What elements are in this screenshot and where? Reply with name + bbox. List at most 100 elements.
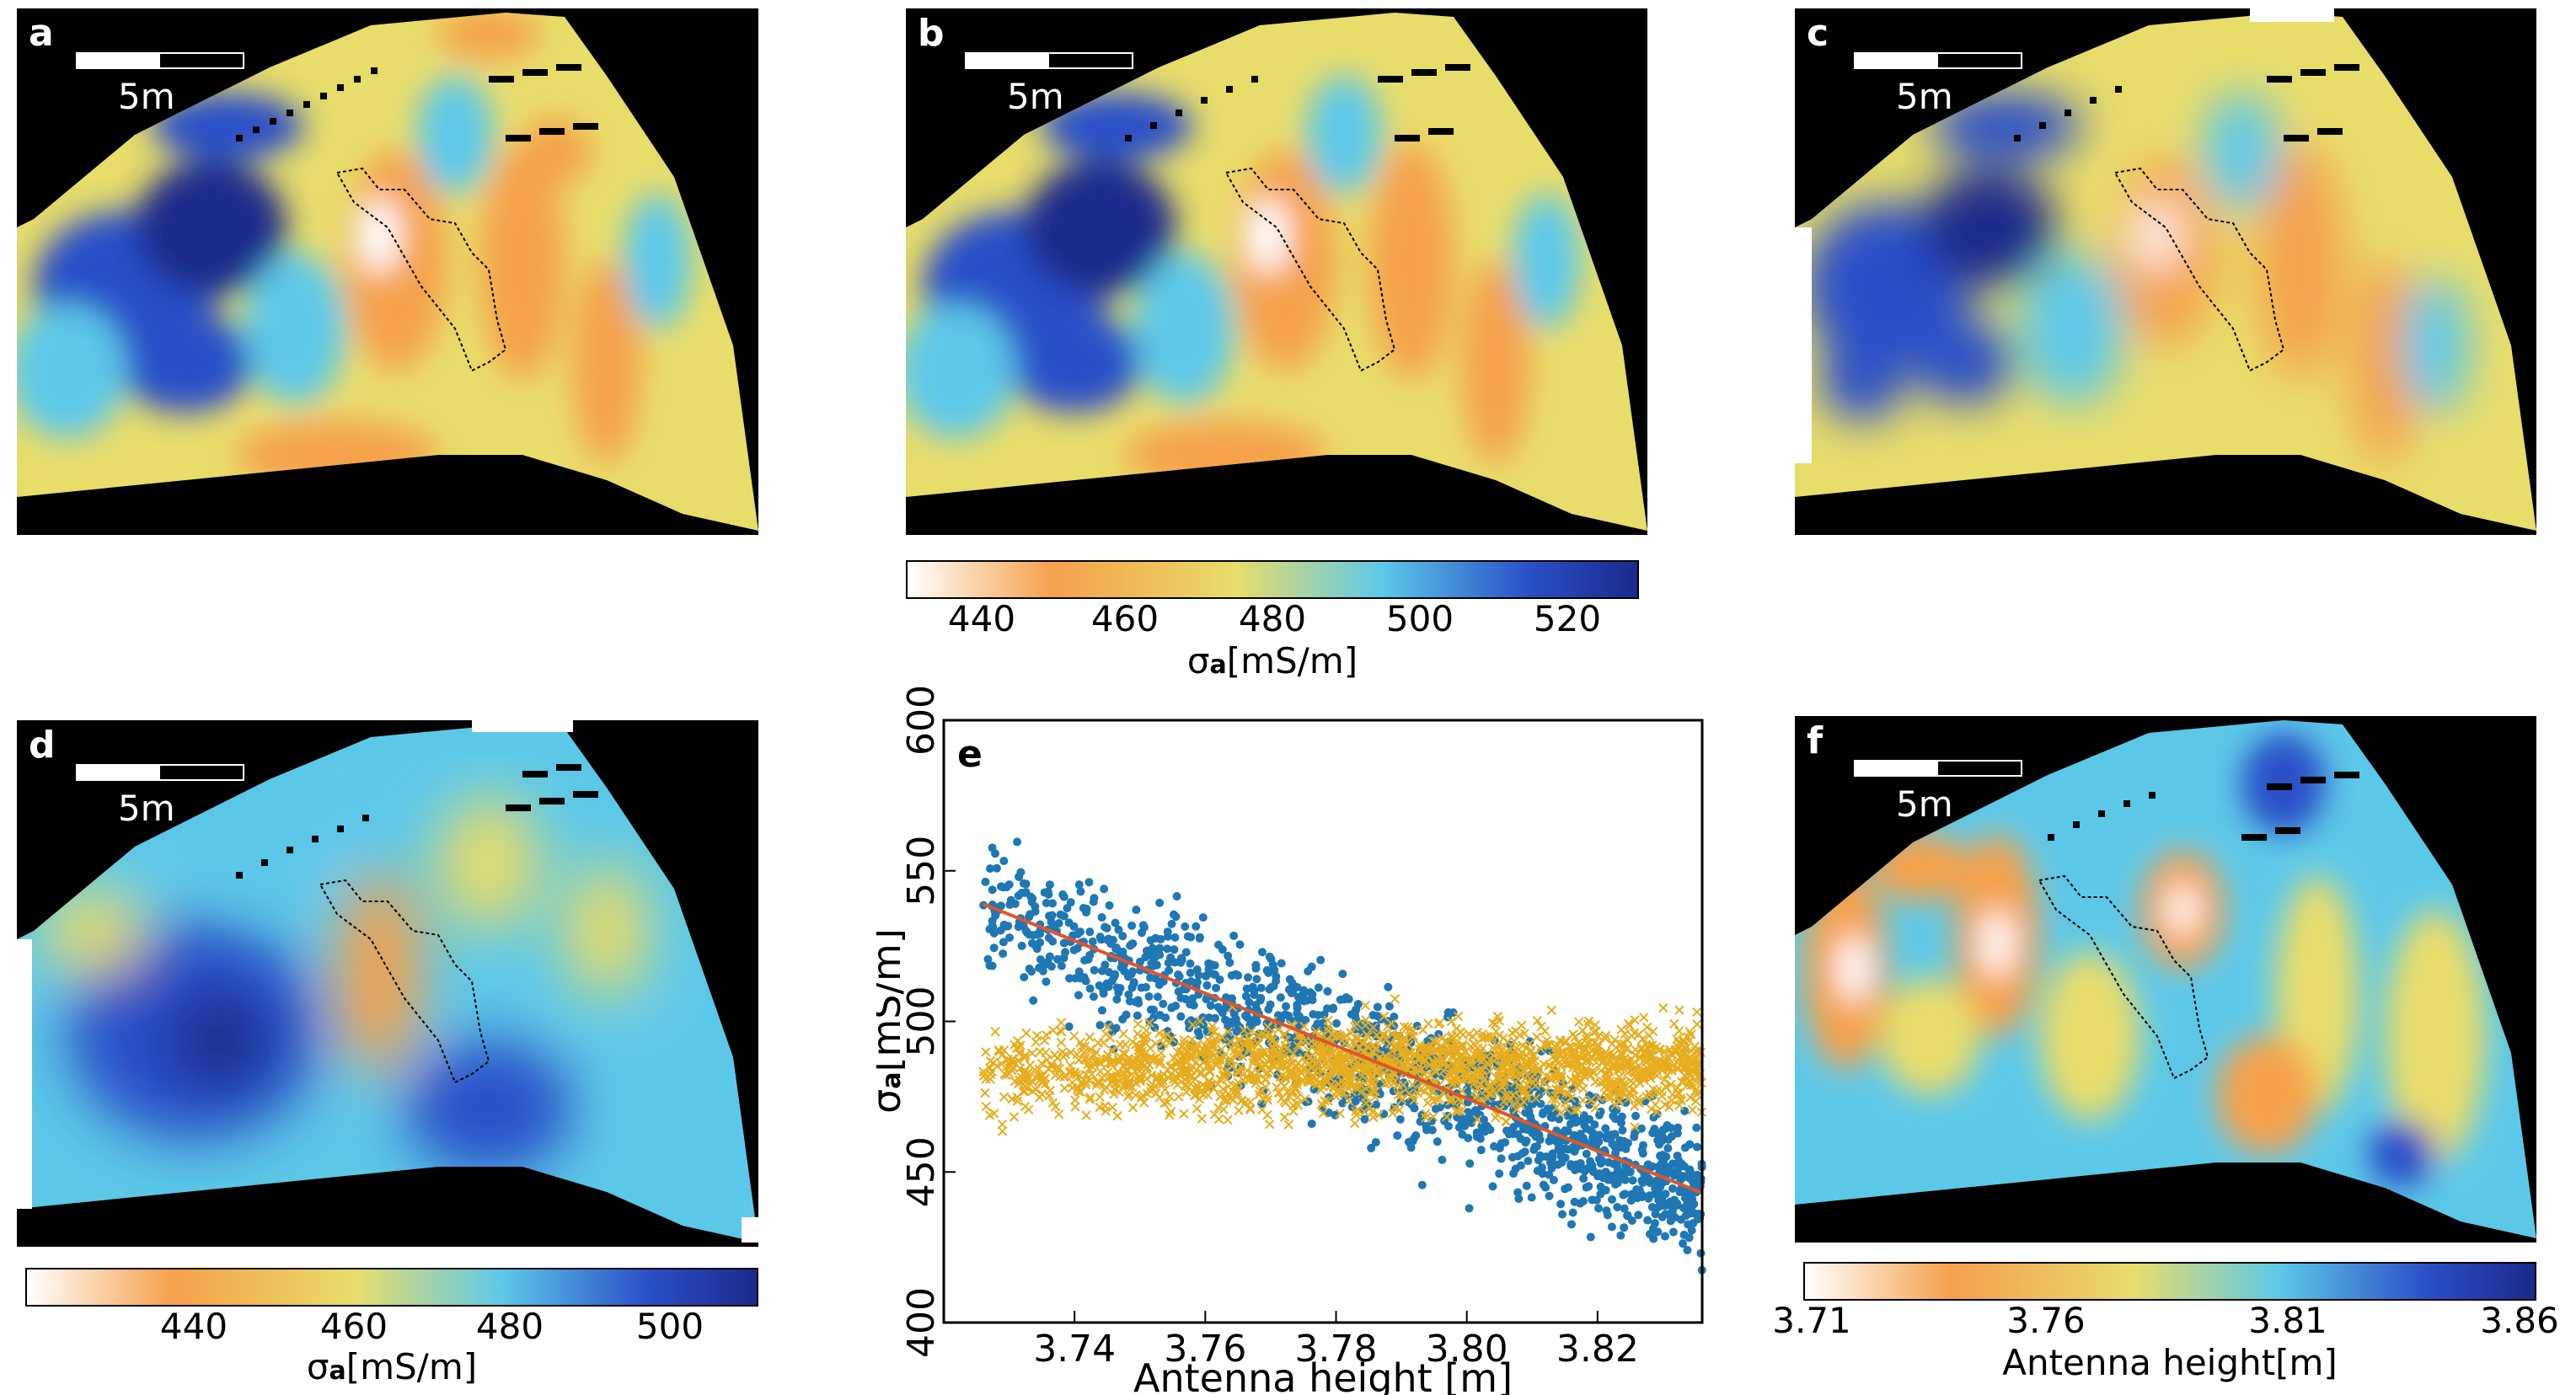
scatter-point-corrected: [1021, 1028, 1031, 1039]
scatter-point-corrected: [1404, 1088, 1414, 1098]
scatter-point-corrected: [1573, 1017, 1584, 1027]
scatter-point-original: [1412, 1021, 1422, 1030]
scatter-point-original: [1323, 986, 1332, 996]
scatter-point-corrected: [1059, 1083, 1070, 1093]
scatter-point-original: [1566, 1160, 1576, 1169]
scatter-point-original: [1059, 938, 1068, 948]
scatter-point-corrected: [1349, 1021, 1360, 1031]
scatter-point-corrected: [1550, 1094, 1561, 1105]
scatter-point-corrected: [1538, 1077, 1549, 1088]
scatter-point-corrected: [1660, 1056, 1671, 1067]
scatter-point-original: [1673, 1199, 1682, 1208]
scatter-point-original: [1144, 991, 1154, 1001]
scatter-point-corrected: [1517, 1047, 1528, 1058]
scatter-point-original: [1042, 898, 1051, 907]
scatter-point-original: [1309, 1009, 1318, 1018]
scatter-point-original: [1384, 982, 1393, 991]
scatter-point-corrected: [1685, 1093, 1695, 1103]
scatter-point-original: [1288, 988, 1298, 997]
scatter-point-corrected: [1095, 1092, 1105, 1102]
scatter-point-original: [1309, 1085, 1319, 1094]
scatter-point-corrected: [1622, 1059, 1632, 1070]
scatter-point-corrected: [1246, 1026, 1256, 1037]
scatter-point-corrected: [1001, 1070, 1011, 1081]
scatter-point-original: [1256, 983, 1266, 992]
scatter-point-original: [1066, 898, 1075, 907]
scatter-point-original: [1481, 1127, 1490, 1136]
scatter-point-corrected: [1615, 1062, 1625, 1073]
scatter-point-corrected: [1279, 1112, 1290, 1122]
scatter-point-corrected: [1609, 1050, 1619, 1060]
scatter-point-corrected: [1547, 1094, 1557, 1104]
fit-line: [982, 902, 1703, 1195]
scatter-point-original: [1580, 1164, 1589, 1173]
scatter-point-original: [1186, 959, 1195, 968]
scatter-point-original: [1194, 970, 1203, 980]
scatter-point-corrected: [1261, 1048, 1272, 1058]
scatter-point-corrected: [1054, 1063, 1065, 1074]
scatter-point-corrected: [1589, 1038, 1600, 1048]
scatter-point-corrected: [1053, 1109, 1064, 1120]
scatter-point-corrected: [1666, 1079, 1676, 1090]
scatter-point-corrected: [1185, 1072, 1195, 1082]
scatter-point-original: [1588, 1129, 1598, 1138]
scatter-point-corrected: [1582, 1031, 1592, 1041]
scatter-point-corrected: [1056, 1018, 1067, 1028]
scatter-point-original: [1508, 1122, 1518, 1131]
map-f: [1795, 720, 2536, 1238]
scatter-point-original: [1099, 989, 1108, 998]
scatter-point-original: [1637, 1145, 1647, 1154]
scatter-point-corrected: [1382, 1021, 1393, 1032]
scatter-point-original: [1065, 974, 1074, 983]
scatter-point-original: [1661, 1232, 1670, 1241]
scatter-point-original: [1558, 1210, 1567, 1219]
scatter-point-original: [1250, 991, 1259, 1000]
scatter-point-corrected: [1487, 1043, 1498, 1053]
scatter-point-corrected: [1558, 1046, 1568, 1057]
scatter-point-original: [1074, 967, 1084, 976]
scatter-point-corrected: [1503, 1090, 1513, 1100]
scatter-point-corrected: [1027, 1048, 1037, 1059]
scatter-point-original: [1169, 910, 1178, 919]
scatter-point-original: [1679, 1239, 1688, 1248]
scatter-point-original: [1649, 1113, 1658, 1122]
scatter-point-corrected: [1391, 1041, 1401, 1051]
scatter-point-corrected: [1165, 1106, 1176, 1117]
scatter-point-original: [1593, 1204, 1603, 1213]
scatter-point-corrected: [1502, 1046, 1512, 1056]
scatter-point-original: [1117, 961, 1127, 970]
scatter-point-original: [1074, 880, 1084, 890]
scatter-point-corrected: [1488, 1050, 1498, 1061]
scatter-point-corrected: [981, 1047, 991, 1057]
scatter-point-original: [1204, 965, 1213, 974]
scatter-point-corrected: [1127, 1060, 1138, 1071]
scatter-point-corrected: [1343, 1058, 1353, 1068]
scatter-point-original: [1134, 998, 1143, 1008]
scatter-point-original: [1204, 1013, 1213, 1023]
scatter-point-original: [1163, 927, 1172, 937]
scatter-point-original: [1020, 973, 1029, 982]
map-panel-c: c 5m: [1795, 8, 2536, 535]
colorbar-tick: 480: [1238, 598, 1307, 639]
scatter-point-corrected: [1600, 1030, 1611, 1041]
scatter-point-original: [1124, 990, 1133, 999]
scatter-point-corrected: [1526, 1056, 1537, 1066]
scatter-point-original: [1556, 1200, 1566, 1209]
scatter-point-corrected: [1674, 1037, 1684, 1048]
scatter-point-corrected: [1032, 1030, 1042, 1041]
scatter-point-original: [1338, 970, 1347, 979]
scatter-point-original: [1556, 1152, 1566, 1161]
panel-label: d: [29, 724, 56, 767]
colorbar-tick: 500: [635, 1306, 704, 1347]
scatter-point-corrected: [1550, 1042, 1561, 1052]
scatter-point-original: [1613, 1202, 1622, 1211]
scatter-point-corrected: [1509, 1062, 1519, 1073]
scatter-point-corrected: [1133, 1041, 1144, 1052]
scatter-point-corrected: [1633, 1029, 1644, 1040]
scatter-point-corrected: [1079, 1054, 1090, 1065]
scatter-point-corrected: [1141, 1025, 1151, 1036]
scatter-point-corrected: [1233, 1041, 1243, 1051]
scatter-point-corrected: [1012, 1092, 1023, 1103]
scatter-point-corrected: [1594, 1093, 1604, 1104]
colorbar-tick: 3.71: [1772, 1300, 1851, 1341]
